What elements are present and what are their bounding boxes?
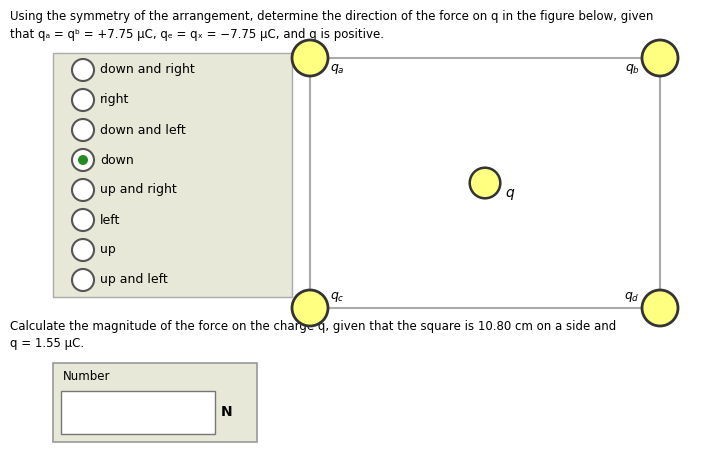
Circle shape	[642, 40, 678, 76]
Text: $q_d$: $q_d$	[624, 290, 640, 304]
Circle shape	[72, 59, 94, 81]
Text: up and left: up and left	[100, 274, 168, 286]
Text: up and right: up and right	[100, 183, 177, 196]
Circle shape	[72, 119, 94, 141]
Text: $q_a$: $q_a$	[330, 62, 344, 76]
Text: left: left	[100, 213, 120, 226]
Text: down: down	[100, 153, 134, 166]
Text: $q_b$: $q_b$	[625, 62, 640, 76]
Circle shape	[470, 168, 500, 198]
Circle shape	[72, 269, 94, 291]
Text: that qₐ = qᵇ = +7.75 μC, qₑ = qₓ = −7.75 μC, and q is positive.: that qₐ = qᵇ = +7.75 μC, qₑ = qₓ = −7.75…	[10, 28, 384, 41]
FancyBboxPatch shape	[53, 363, 257, 442]
Circle shape	[72, 179, 94, 201]
Text: $q_c$: $q_c$	[330, 290, 344, 304]
Text: Using the symmetry of the arrangement, determine the direction of the force on q: Using the symmetry of the arrangement, d…	[10, 10, 654, 23]
Circle shape	[72, 209, 94, 231]
Bar	[310, 58, 660, 308]
Circle shape	[72, 239, 94, 261]
Text: down and right: down and right	[100, 63, 195, 77]
Text: $q$: $q$	[505, 187, 516, 202]
Text: q = 1.55 μC.: q = 1.55 μC.	[10, 337, 84, 350]
Text: Calculate the magnitude of the force on the charge q, given that the square is 1: Calculate the magnitude of the force on …	[10, 320, 616, 333]
FancyBboxPatch shape	[61, 391, 215, 434]
Circle shape	[72, 149, 94, 171]
FancyBboxPatch shape	[53, 53, 292, 297]
Circle shape	[292, 290, 328, 326]
Circle shape	[292, 40, 328, 76]
Text: Number: Number	[63, 370, 110, 383]
Text: up: up	[100, 243, 116, 256]
Text: right: right	[100, 93, 130, 107]
Text: N: N	[221, 406, 233, 419]
Circle shape	[72, 89, 94, 111]
Text: down and left: down and left	[100, 123, 185, 136]
Circle shape	[78, 155, 88, 165]
Circle shape	[642, 290, 678, 326]
